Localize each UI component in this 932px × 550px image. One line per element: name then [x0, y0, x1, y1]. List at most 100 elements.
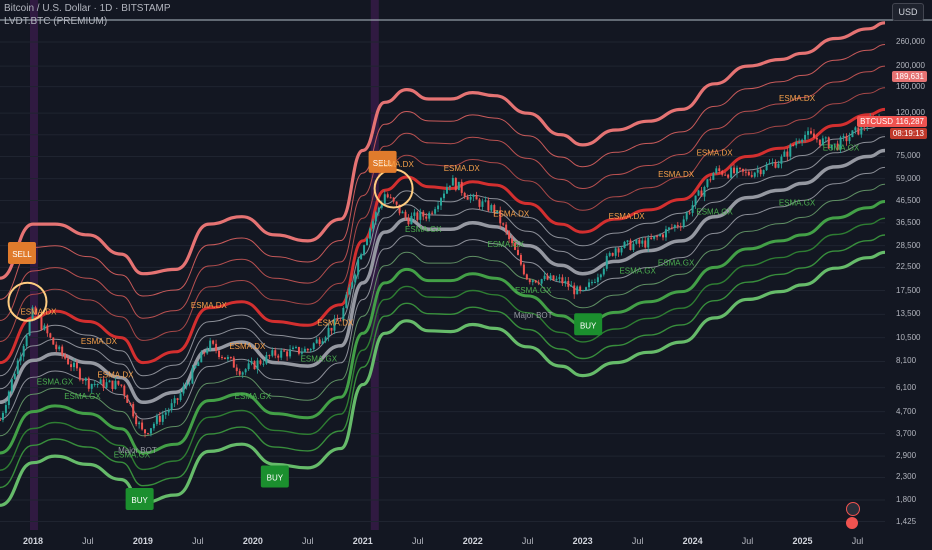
candle-body	[286, 351, 289, 357]
candle-body	[644, 240, 647, 248]
indicator-name[interactable]: LVDT.BTC (PREMIUM)	[4, 16, 108, 27]
candle-body	[250, 361, 253, 364]
band-upper-red	[0, 107, 886, 365]
candle-body	[741, 168, 744, 172]
price-tick-label: 22,500	[896, 262, 921, 272]
candle-body	[531, 280, 534, 283]
candle-body	[670, 227, 673, 229]
candle-body	[736, 167, 739, 174]
candle-body	[818, 139, 821, 146]
annotation-gx-12: ESMA.GX	[301, 354, 338, 363]
time-tick-label: Jul	[521, 536, 534, 546]
candle-body	[487, 200, 490, 211]
candle-body	[848, 137, 851, 142]
candle-body	[552, 275, 555, 281]
price-tick-label: 13,500	[896, 309, 921, 319]
time-tick-label: Jul	[302, 536, 314, 546]
annotation-dx-24: ESMA.DX	[609, 212, 646, 221]
candle-body	[774, 162, 777, 168]
annotation-dx-17: ESMA.DX	[444, 164, 481, 173]
sell-marker-box	[368, 150, 397, 173]
candle-body	[19, 356, 22, 361]
candle-body	[182, 386, 185, 394]
candle-body	[437, 205, 440, 210]
candle-body	[484, 200, 487, 202]
annotation-note-7: Major BOT	[118, 446, 157, 455]
candle-body	[851, 130, 854, 138]
price-tick-label: 2,300	[896, 472, 917, 482]
annotation-dx-10: ESMA.DX	[229, 342, 266, 351]
candle-body	[200, 352, 203, 363]
candle-body	[617, 248, 620, 253]
candle-body	[810, 131, 813, 134]
candle-body	[105, 382, 108, 388]
band-upper-1	[0, 44, 886, 300]
flag-icon[interactable]	[846, 517, 858, 529]
candle-body	[573, 285, 576, 295]
candle-body	[786, 151, 789, 157]
annotation-dx-26: ESMA.DX	[658, 170, 695, 179]
candle-body	[215, 343, 218, 351]
candle-body	[632, 243, 635, 250]
candle-body	[522, 264, 525, 275]
lightning-icon[interactable]	[846, 502, 860, 516]
candle-body	[860, 124, 863, 135]
buy-marker-13: BUY	[260, 465, 289, 488]
candle-body	[339, 320, 342, 322]
candle-body	[579, 286, 582, 291]
highlight-circle-2018	[7, 281, 48, 322]
candle-body	[366, 238, 369, 246]
candle-body	[434, 209, 437, 214]
candle-body	[191, 367, 194, 384]
candle-body	[611, 253, 614, 256]
candle-body	[762, 170, 765, 175]
candle-body	[46, 325, 49, 334]
annotation-gx-21: ESMA.GX	[515, 286, 552, 295]
candle-body	[543, 275, 546, 280]
candle-body	[801, 139, 804, 142]
annotation-dx-3: ESMA.DX	[97, 371, 134, 380]
candle-body	[815, 137, 818, 140]
annotation-dx-30: ESMA.DX	[779, 94, 816, 103]
candle-body	[345, 294, 348, 308]
candle-body	[478, 199, 481, 207]
candle-body	[836, 143, 839, 150]
candle-body	[22, 346, 25, 357]
price-tick-label: 200,000	[896, 61, 925, 71]
candle-body	[262, 363, 265, 365]
candle-body	[457, 181, 460, 191]
time-tick-label: 2021	[352, 536, 373, 546]
candle-body	[685, 212, 688, 220]
buy-marker-box	[125, 488, 154, 511]
candle-body	[61, 346, 64, 355]
candle-body	[727, 174, 730, 178]
candle-body	[206, 349, 209, 354]
candle-body	[525, 274, 528, 280]
candle-body	[300, 352, 303, 354]
candle-body	[407, 217, 410, 225]
currency-button[interactable]: USD	[892, 3, 924, 21]
candle-body	[502, 223, 505, 225]
sell-marker-label: SELL	[373, 159, 393, 168]
candle-body	[389, 197, 392, 199]
buy-marker-8: BUY	[125, 488, 154, 511]
sell-marker-box	[7, 242, 36, 265]
candle-body	[410, 215, 413, 225]
candle-body	[297, 347, 300, 354]
candle-body	[505, 224, 508, 232]
candle-body	[238, 371, 241, 375]
candle-body	[380, 203, 383, 208]
candle-body	[475, 195, 478, 200]
price-tick-label: 75,000	[896, 151, 921, 161]
candle-body	[590, 282, 593, 284]
period-highlight-1	[370, 0, 379, 530]
candle-body	[43, 325, 46, 330]
candle-body	[155, 416, 158, 424]
candle-body	[176, 398, 179, 400]
candle-body	[87, 378, 90, 389]
candle-body	[635, 239, 638, 244]
candle-body	[108, 380, 111, 383]
candle-body	[67, 358, 70, 365]
